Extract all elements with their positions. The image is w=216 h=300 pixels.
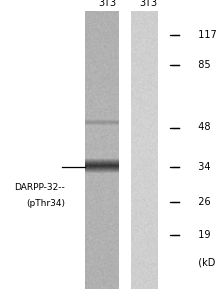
Text: DARPP-32--: DARPP-32-- bbox=[14, 183, 65, 192]
Text: 19: 19 bbox=[192, 230, 211, 240]
Text: 26: 26 bbox=[192, 196, 211, 207]
Text: 85: 85 bbox=[192, 60, 211, 70]
Text: 48: 48 bbox=[192, 122, 211, 133]
Text: (pThr34): (pThr34) bbox=[26, 200, 65, 208]
Text: 117: 117 bbox=[192, 30, 216, 40]
Text: 3T3: 3T3 bbox=[98, 0, 116, 8]
Text: (kD): (kD) bbox=[192, 257, 216, 268]
Text: 34: 34 bbox=[192, 162, 211, 172]
Text: 3T3: 3T3 bbox=[139, 0, 157, 8]
